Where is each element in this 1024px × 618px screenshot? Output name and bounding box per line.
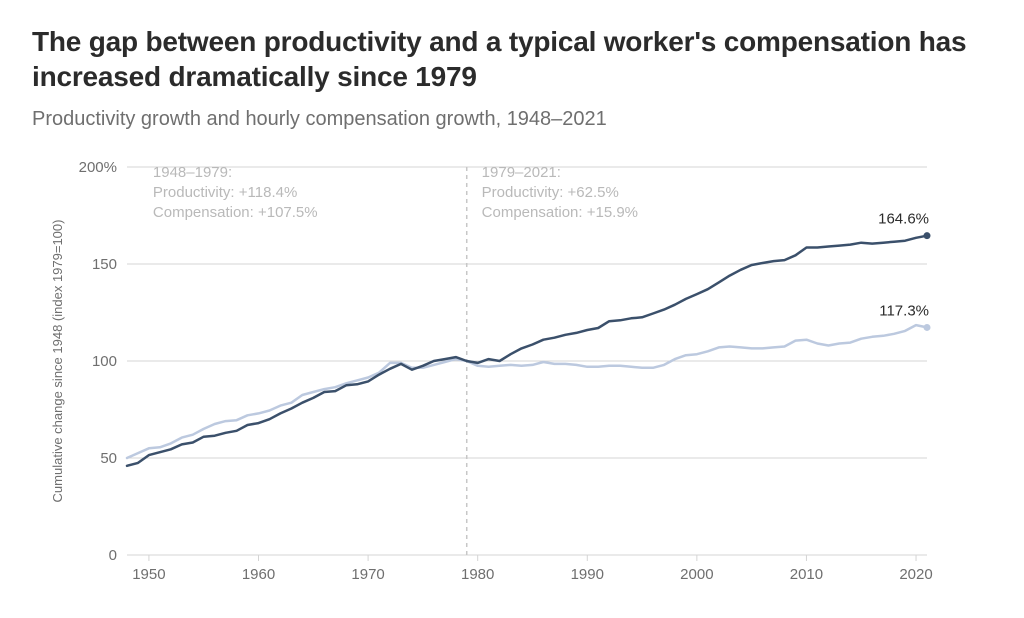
annotation-period1-line0: 1948–1979: [153, 164, 232, 181]
y-tick-label: 150 [92, 256, 117, 273]
series-end-label-compensation: 117.3% [879, 302, 929, 319]
series-end-marker-productivity [924, 232, 931, 239]
annotation-period2-line1: Productivity: +62.5% [482, 184, 619, 201]
x-tick-label: 1970 [351, 566, 384, 583]
y-tick-label: 50 [100, 450, 117, 467]
x-tick-label: 2020 [899, 566, 932, 583]
x-tick-label: 2000 [680, 566, 713, 583]
y-tick-label: 100 [92, 353, 117, 370]
y-tick-label: 0 [109, 547, 117, 564]
series-line-productivity [127, 236, 927, 466]
series-end-label-productivity: 164.6% [878, 211, 929, 228]
chart-title: The gap between productivity and a typic… [32, 24, 992, 94]
annotation-period2-line2: Compensation: +15.9% [482, 204, 638, 221]
x-tick-label: 1990 [571, 566, 604, 583]
annotation-period1-line1: Productivity: +118.4% [153, 184, 297, 201]
chart-subtitle: Productivity growth and hourly compensat… [32, 108, 992, 131]
series-line-compensation [127, 325, 927, 458]
series-end-marker-compensation [924, 324, 931, 331]
annotation-period2-line0: 1979–2021: [482, 164, 561, 181]
x-tick-label: 1950 [132, 566, 165, 583]
x-tick-label: 1980 [461, 566, 494, 583]
x-tick-label: 1960 [242, 566, 275, 583]
y-tick-label: 200% [79, 159, 117, 176]
x-tick-label: 2010 [790, 566, 823, 583]
chart-container: 0 50 100 150 200% 1950 1960 1970 1980 1990 2000 201… [32, 155, 992, 595]
chart-page: The gap between productivity and a typic… [0, 0, 1024, 618]
annotation-period1-line2: Compensation: +107.5% [153, 204, 318, 221]
line-chart: 0 50 100 150 200% 1950 1960 1970 1980 1990 2000 201… [32, 155, 992, 595]
y-axis-title: Cumulative change since 1948 (index 1979… [50, 220, 65, 503]
